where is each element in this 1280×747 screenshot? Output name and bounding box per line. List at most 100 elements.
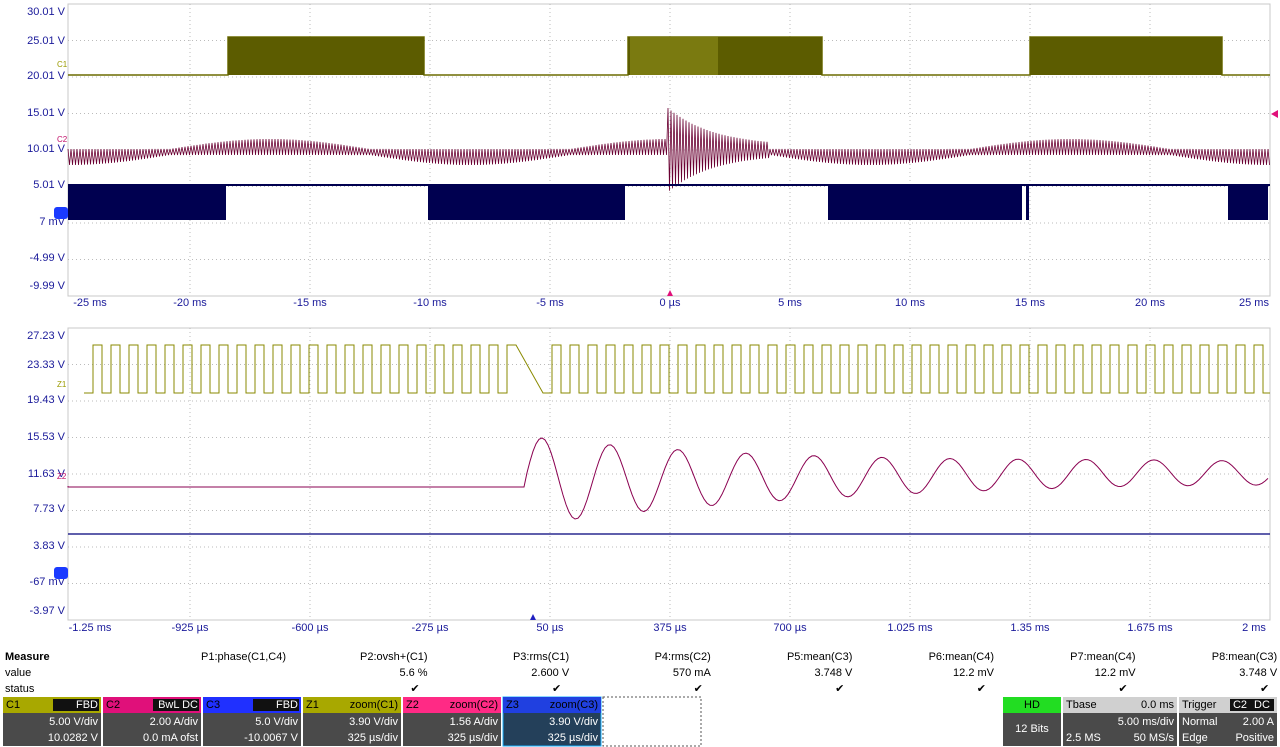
timebase-rate: 50 MS/s [1134,732,1175,744]
trigger-coupling: DC [1254,699,1270,711]
measure-status: ✔ [552,683,561,695]
measure-value: 3.748 V [1239,667,1278,679]
y-axis-label: 15.53 V [27,431,66,443]
channel-setting: 3.90 V/div [549,716,598,728]
timebase-scale: 5.00 ms/div [1118,716,1175,728]
measure-column-header: P7:mean(C4) [1070,651,1135,663]
x-axis-label: 20 ms [1135,297,1165,309]
measure-status: ✔ [835,683,844,695]
measure-column-header: P8:mean(C3) [1212,651,1277,663]
channel-flags: FBD [76,699,98,711]
channel-setting: 1.56 A/div [450,716,499,728]
timebase-header [1063,697,1177,713]
y-axis-label: 20.01 V [27,70,66,82]
ground-marker [54,207,68,219]
measure-value: 12.2 mV [953,667,995,679]
x-axis-label: -275 µs [412,622,449,634]
c2-trace [67,107,1270,191]
channel-flags: FBD [276,699,298,711]
measure-column-header: P4:rms(C2) [655,651,711,663]
c3-block [1026,185,1029,220]
channel-setting: 0.0 mA ofst [143,732,198,744]
x-axis-label: -600 µs [292,622,329,634]
y-axis-label: 3.83 V [33,540,65,552]
c3-block [1228,185,1268,220]
ground-marker [54,567,68,579]
c1-burst [1030,37,1222,75]
measure-panel [0,648,1280,696]
trigger-title: Trigger [1182,699,1217,711]
y-axis-label: 11.63 V [28,468,66,480]
channel-flags: zoom(C3) [550,699,598,711]
trace-marker: Z2 [57,472,67,481]
measure-title: Measure [5,651,50,663]
hd-line: 12 Bits [1015,723,1049,735]
measure-column-header: P2:ovsh+(C1) [360,651,428,663]
x-axis-label: -925 µs [172,622,209,634]
channel-flags: zoom(C1) [350,699,398,711]
x-axis-label: 0 µs [659,297,681,309]
x-axis-label: 1.35 ms [1010,622,1050,634]
channel-setting: 2.00 A/div [150,716,199,728]
hd-header [1003,697,1061,713]
x-axis-label: 375 µs [653,622,687,634]
x-axis-label: 10 ms [895,297,925,309]
channel-header [503,697,601,713]
x-axis-label: -25 ms [73,297,107,309]
measure-column-header: P3:rms(C1) [513,651,569,663]
trigger-marker [530,614,536,620]
x-axis-label: 5 ms [778,297,802,309]
measure-row-label: value [5,667,31,679]
channel-flags: zoom(C2) [450,699,498,711]
hd-title: HD [1024,699,1040,711]
channel-name: C2 [106,699,120,711]
trace-marker: C2 [57,135,68,144]
y-axis-label: 7.73 V [33,503,65,515]
trace-marker: C1 [57,60,68,69]
x-axis-label: -15 ms [293,297,327,309]
timebase-title: Tbase [1066,699,1097,711]
measure-column-header: P1:phase(C1,C4) [201,651,286,663]
measure-row-label: status [5,683,35,695]
channel-flags: BwL DC [158,699,198,711]
y-axis-label: 15.01 V [27,107,66,119]
measure-value: 2.600 V [531,667,570,679]
channel-setting: 10.0282 V [48,732,99,744]
measure-column-header: P5:mean(C3) [787,651,852,663]
channel-header [403,697,501,713]
measure-value: 5.6 % [399,667,427,679]
trace-marker: Z1 [57,380,67,389]
c1-burst [228,37,424,75]
measure-status: ✔ [694,683,703,695]
x-axis-label: -1.25 ms [69,622,112,634]
channel-flags-bg [253,699,299,711]
trigger-mode: Normal [1182,716,1217,728]
y-axis-label: 30.01 V [27,6,66,18]
x-axis-label: 50 µs [536,622,564,634]
y-axis-label: -3.97 V [30,605,66,617]
channel-header [303,697,401,713]
y-axis-label: 19.43 V [27,394,66,406]
channel-setting: 325 µs/div [348,732,399,744]
channel-setting: 3.90 V/div [349,716,398,728]
x-axis-label: -10 ms [413,297,447,309]
channel-name: C1 [6,699,20,711]
measure-status: ✔ [410,683,419,695]
channel-setting: 325 µs/div [448,732,499,744]
channel-flags-bg [153,699,199,711]
channel-name: Z2 [406,699,419,711]
trigger-badge [1230,699,1274,711]
y-axis-label: 5.01 V [33,179,65,191]
c3-block [428,185,625,220]
level-marker [1271,110,1278,118]
y-axis-label: 10.01 V [27,143,66,155]
trigger-source: C2 [1233,699,1247,711]
channel-name: Z1 [306,699,319,711]
y-axis-label: -4.99 V [30,252,66,264]
measure-value: 570 mA [673,667,712,679]
channel-setting: 325 µs/div [548,732,599,744]
x-axis-label: 2 ms [1242,622,1266,634]
y-axis-label: -9.99 V [30,280,66,292]
empty-slot [602,696,702,747]
